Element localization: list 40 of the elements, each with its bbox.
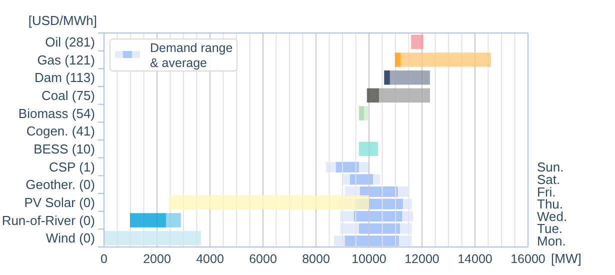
y-tick-label: Coal (75) xyxy=(42,88,95,103)
x-tick-label: 14000 xyxy=(458,252,492,266)
bar xyxy=(358,142,378,156)
y-tick-label: BESS (10) xyxy=(34,141,95,156)
bar xyxy=(400,52,491,67)
y-tick-label: Wind (0) xyxy=(46,230,95,246)
x-tick-label: 10000 xyxy=(352,252,386,266)
bar xyxy=(366,88,380,103)
y-tick-label: Oil (281) xyxy=(45,34,95,50)
y-tick-label: PV Solar (0) xyxy=(24,194,95,210)
y-axis-title: [USD/MWh] xyxy=(28,13,97,28)
y-tick-label: Run-of-River (0) xyxy=(2,212,95,228)
bar xyxy=(354,211,402,222)
x-tick-label: 12000 xyxy=(404,252,440,266)
x-tick-label: 4000 xyxy=(196,252,224,266)
y-tick-label: Cogen. (41) xyxy=(26,124,95,139)
x-tick-label: 2000 xyxy=(143,252,171,266)
bar xyxy=(390,70,430,85)
bar xyxy=(411,34,424,50)
bar xyxy=(358,106,364,120)
bar xyxy=(104,230,201,246)
bar xyxy=(364,106,369,120)
bar xyxy=(360,186,398,197)
bar xyxy=(394,52,401,67)
bar xyxy=(166,213,181,228)
y-tick-label: Gas (121) xyxy=(37,52,95,68)
bar xyxy=(384,70,390,85)
legend-label: Demand range & average xyxy=(150,41,233,70)
x-tick-label: 0 xyxy=(100,252,108,266)
y-tick-label: Geother. (0) xyxy=(26,177,95,192)
y-tick-label: Fri. xyxy=(537,184,556,200)
y-tick-label: Biomass (54) xyxy=(18,106,95,121)
x-tick-label: 6000 xyxy=(249,252,277,266)
x-axis-title: [MW] xyxy=(551,251,582,266)
bar xyxy=(130,213,166,228)
x-tick-label: 16000 xyxy=(510,252,546,266)
bar xyxy=(379,88,430,103)
y-tick-label: Dam (113) xyxy=(34,70,95,86)
x-tick-label: 8000 xyxy=(302,252,330,266)
y-tick-label: CSP (1) xyxy=(49,159,95,174)
